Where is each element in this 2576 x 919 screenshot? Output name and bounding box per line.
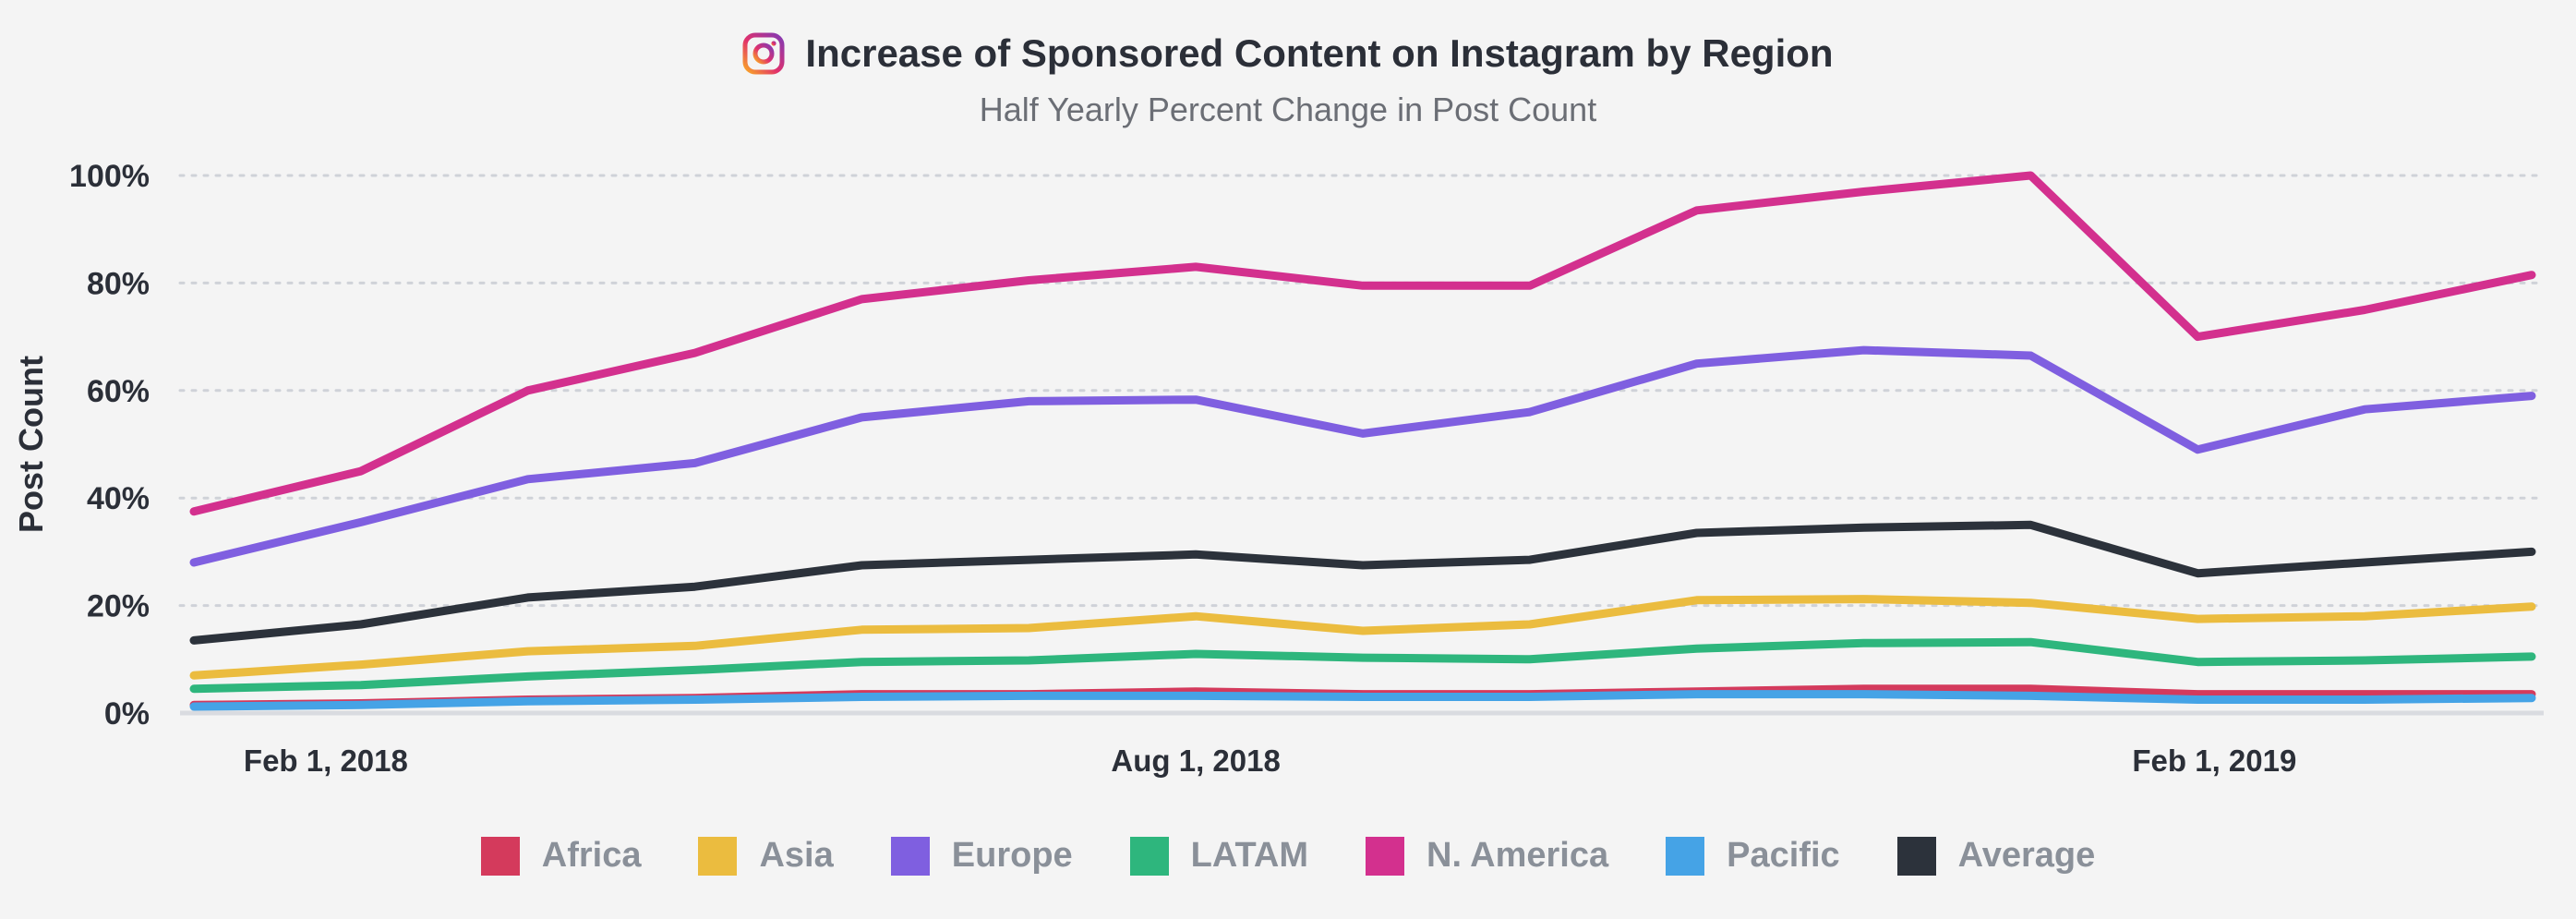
legend-label: N. America xyxy=(1426,836,1609,875)
chart-header: Increase of Sponsored Content on Instagr… xyxy=(0,26,2576,129)
legend-item[interactable]: LATAM xyxy=(1129,836,1308,876)
chart-legend: Africa Asia Europe LATAM N. America Pacific Av… xyxy=(0,836,2576,876)
legend-label: Average xyxy=(1957,836,2096,875)
title-row: Increase of Sponsored Content on Instagr… xyxy=(0,26,2576,81)
chart-title: Increase of Sponsored Content on Instagr… xyxy=(805,31,1834,75)
y-tick-label: 20% xyxy=(87,589,150,624)
legend-item[interactable]: Africa xyxy=(480,836,642,876)
series-line-pacific xyxy=(189,690,2536,711)
y-tick-label: 100% xyxy=(69,159,150,194)
y-tick-label: 80% xyxy=(87,266,150,301)
y-tick-label: 60% xyxy=(87,374,150,409)
series-line-latam xyxy=(189,637,2536,694)
legend-item[interactable]: Europe xyxy=(890,836,1073,876)
series-line-n-america xyxy=(189,171,2536,516)
legend-label: Asia xyxy=(759,836,834,875)
y-tick-label: 0% xyxy=(104,696,150,732)
legend-item[interactable]: Pacific xyxy=(1666,836,1840,876)
legend-label: Europe xyxy=(951,836,1073,875)
legend-label: Africa xyxy=(541,836,642,875)
chart-subtitle: Half Yearly Percent Change in Post Count xyxy=(979,91,1597,128)
x-tick-label: Aug 1, 2018 xyxy=(1111,744,1280,778)
legend-label: LATAM xyxy=(1190,836,1308,875)
series-line-asia xyxy=(189,595,2536,680)
legend-swatch xyxy=(1129,836,1169,876)
x-tick-label: Feb 1, 2018 xyxy=(244,744,408,778)
legend-item[interactable]: N. America xyxy=(1366,836,1608,876)
series-line-average xyxy=(189,520,2536,645)
y-tick-label: 40% xyxy=(87,481,150,516)
y-axis-label: Post Count xyxy=(12,356,50,533)
legend-label: Pacific xyxy=(1727,836,1840,875)
legend-item[interactable]: Asia xyxy=(698,836,834,876)
legend-swatch xyxy=(1896,836,1936,876)
instagram-icon xyxy=(742,32,785,75)
legend-swatch xyxy=(1366,836,1404,876)
legend-swatch xyxy=(698,836,738,876)
legend-swatch xyxy=(480,836,520,876)
legend-item[interactable]: Average xyxy=(1896,836,2096,876)
series-line-europe xyxy=(189,345,2536,567)
legend-swatch xyxy=(1666,836,1705,876)
x-tick-label: Feb 1, 2019 xyxy=(2132,744,2296,778)
legend-swatch xyxy=(890,836,930,876)
